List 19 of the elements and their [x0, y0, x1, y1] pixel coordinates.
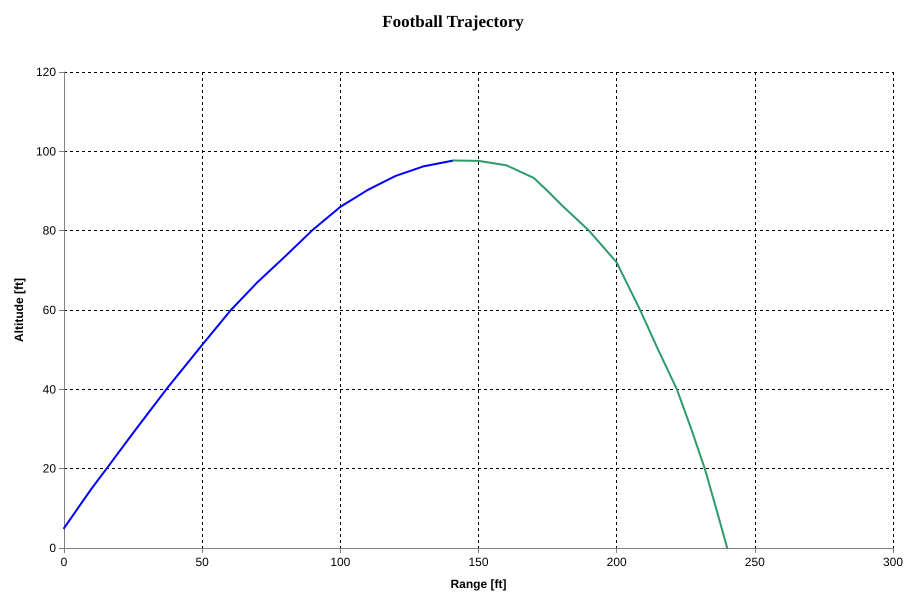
y-tick-label: 40	[42, 382, 56, 396]
chart-title: Football Trajectory	[382, 12, 524, 31]
x-axis-title: Range [ft]	[450, 577, 506, 591]
y-axis-title: Altitude [ft]	[12, 278, 26, 342]
y-tick-label: 0	[49, 541, 56, 555]
y-tick-label: 60	[42, 303, 56, 317]
y-tick-label: 120	[36, 65, 56, 79]
y-tick-label: 20	[42, 462, 56, 476]
x-tick-label: 300	[882, 555, 904, 569]
x-tick-label: 150	[468, 555, 489, 569]
x-tick-label: 100	[330, 555, 351, 569]
y-tick-label: 100	[36, 144, 56, 158]
line-series	[452, 159, 728, 549]
line-series	[63, 159, 455, 530]
x-tick-label: 200	[606, 555, 627, 569]
x-tick-label: 0	[60, 555, 68, 569]
y-tick-label: 80	[42, 224, 56, 238]
x-tick-label: 50	[195, 555, 210, 569]
x-tick-label: 250	[744, 555, 766, 569]
